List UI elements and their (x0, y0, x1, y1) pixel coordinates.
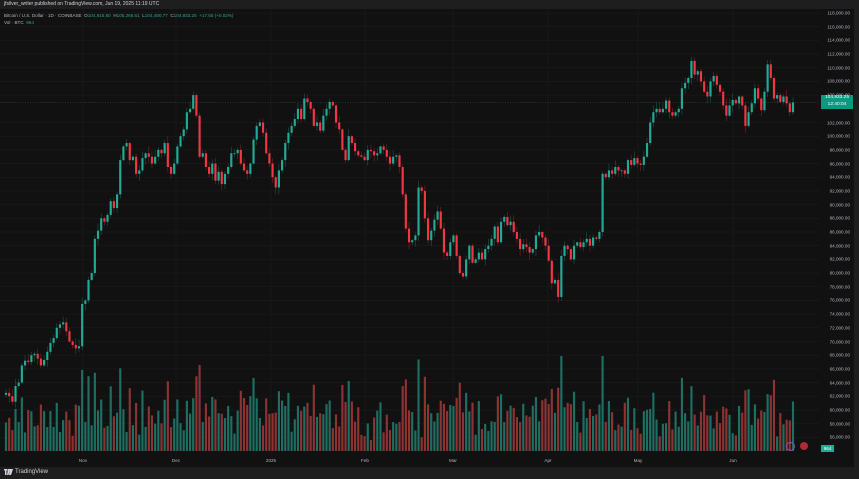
price-tick: 116,000.00 (827, 24, 850, 30)
event-icons (786, 442, 808, 451)
price-tick: 56,000.00 (829, 434, 850, 440)
time-tick: Mar (449, 458, 457, 463)
price-tick: 112,000.00 (827, 51, 850, 57)
brand-name: TradingView (15, 469, 49, 475)
price-tick: 88,000.00 (829, 215, 850, 221)
open-value: 104,915.60 (87, 13, 111, 18)
publisher-text: jfsilver_writer published on TradingView… (4, 1, 160, 7)
time-tick: Jun (729, 458, 737, 463)
chart-pane[interactable]: Bitcoin / U.S. Dollar · 1D · COINBASE O1… (0, 9, 820, 455)
high-value: 105,266.61 (116, 13, 140, 18)
tradingview-logo-icon (4, 469, 13, 475)
price-tick: 106,000.00 (827, 93, 850, 98)
price-tick: 102,000.00 (827, 120, 850, 125)
publisher-header: jfsilver_writer published on TradingView… (0, 0, 859, 9)
right-gutter (854, 0, 859, 479)
price-tick: 110,000.00 (827, 65, 850, 71)
tradingview-brand[interactable]: TradingView (4, 469, 48, 475)
price-tick: 98,000.00 (829, 147, 850, 153)
candles (4, 56, 795, 408)
price-tick: 58,000.00 (829, 421, 850, 427)
price-tick: 70,000.00 (829, 339, 850, 344)
close-value: 104,933.25 (173, 13, 197, 18)
price-tick: 92,000.00 (829, 188, 850, 194)
price-tick: 78,000.00 (829, 284, 850, 290)
price-tick: 74,000.00 (829, 311, 850, 317)
price-tick: 76,000.00 (829, 297, 850, 303)
time-tick: May (633, 458, 643, 463)
volume-title[interactable]: Vol · BTC (4, 20, 24, 25)
last-volume-label: 964 (821, 445, 834, 452)
price-tick: 90,000.00 (829, 202, 850, 208)
time-tick: Dec (171, 458, 181, 463)
candlestick-chart[interactable] (0, 9, 820, 455)
time-tick: 2025 (265, 458, 277, 463)
last-price-label: 104,933.25 12:40:04 (821, 95, 853, 110)
volume-value: 964 (26, 20, 34, 25)
volume-bars (4, 356, 795, 451)
price-tick: 66,000.00 (829, 366, 850, 372)
ohlc-row: Bitcoin / U.S. Dollar · 1D · COINBASE O1… (4, 13, 234, 18)
dividend-icon[interactable] (786, 442, 795, 451)
volume-row: Vol · BTC 964 (4, 19, 233, 26)
footer: TradingView (0, 467, 859, 479)
price-tick: 100,000.00 (827, 133, 850, 139)
last-price: 104,933.25 (824, 95, 849, 101)
chart-legend: Bitcoin / U.S. Dollar · 1D · COINBASE O1… (4, 12, 233, 26)
symbol-title[interactable]: Bitcoin / U.S. Dollar · 1D · COINBASE (4, 13, 82, 18)
price-tick: 118,000.00 (827, 10, 850, 16)
time-axis[interactable]: Nov Dec 2025 Feb Mar Apr May Jun (0, 455, 854, 467)
low-value: 104,490.77 (144, 13, 168, 18)
price-axis[interactable]: 118,000.00 116,000.00 114,000.00 112,000.00… (820, 9, 854, 455)
price-tick: 96,000.00 (829, 161, 850, 167)
price-tick: 64,000.00 (829, 380, 850, 386)
price-tick: 84,000.00 (829, 243, 850, 249)
price-tick: 60,000.00 (829, 407, 850, 413)
us-flag-event-icon[interactable] (800, 442, 808, 450)
time-tick: Apr (544, 458, 552, 463)
price-tick: 80,000.00 (829, 270, 850, 276)
price-tick: 94,000.00 (829, 174, 850, 180)
price-tick: 82,000.00 (829, 256, 850, 262)
bar-countdown: 12:40:04 (827, 101, 847, 107)
time-tick: Nov (78, 458, 88, 463)
price-tick: 114,000.00 (827, 37, 850, 43)
price-tick: 68,000.00 (829, 352, 850, 358)
price-tick: 108,000.00 (827, 78, 850, 84)
time-tick: Feb (361, 458, 369, 463)
price-tick: 62,000.00 (829, 393, 850, 399)
change-value: +17.65 (+0.02%) (199, 13, 234, 18)
price-tick: 86,000.00 (829, 229, 850, 235)
price-tick: 72,000.00 (829, 325, 850, 331)
